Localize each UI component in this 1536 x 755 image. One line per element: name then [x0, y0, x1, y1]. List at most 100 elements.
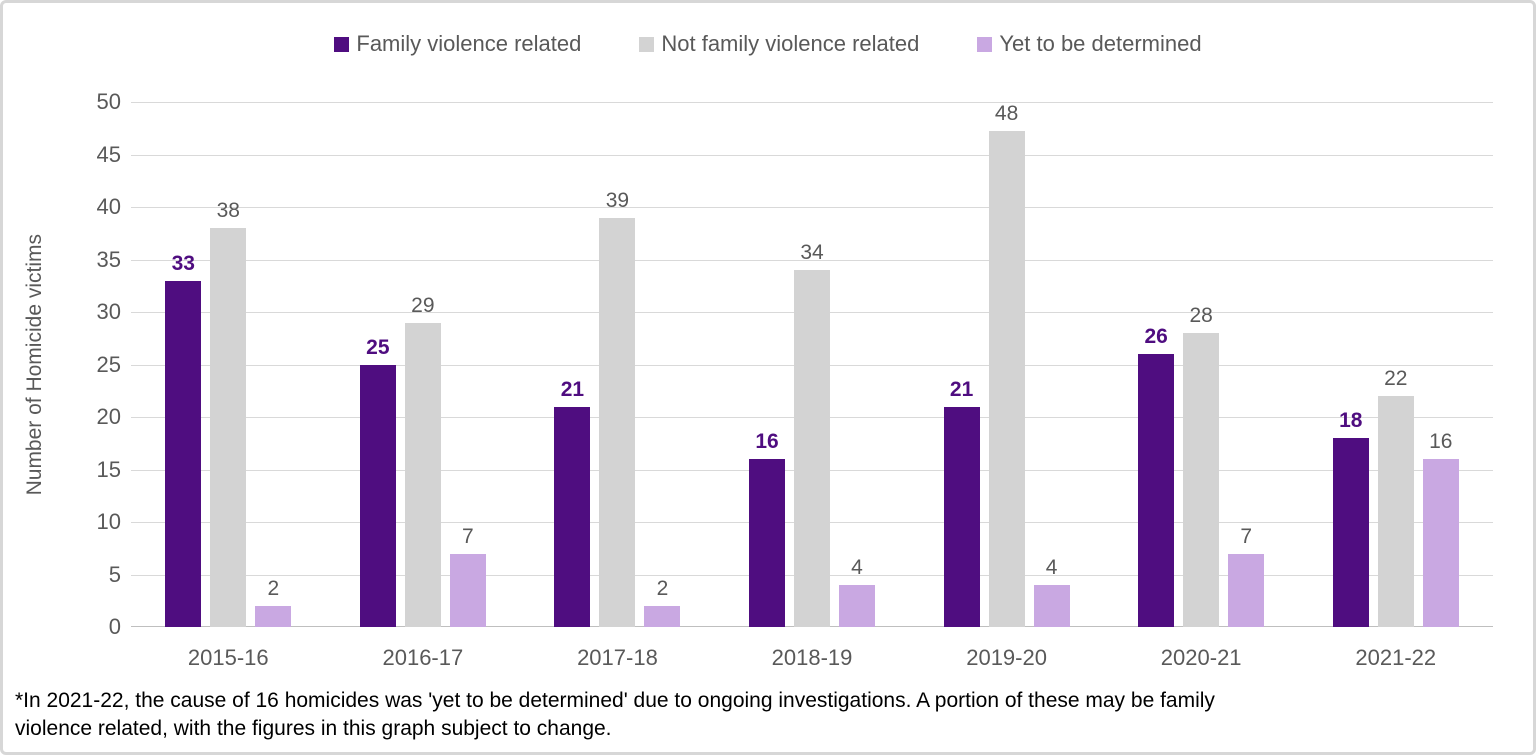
bar-value-label: 7	[1240, 524, 1253, 548]
y-tick-label: 0	[108, 614, 121, 639]
bar-column: 22	[1377, 102, 1414, 627]
bar-value-label: 38	[216, 199, 240, 222]
bar	[1377, 396, 1414, 627]
bar-column: 33	[165, 102, 202, 627]
bar-column: 7	[1228, 102, 1265, 627]
bar	[599, 217, 636, 627]
bar	[749, 459, 786, 627]
bar-group-2020-21: 26 28 7	[1104, 102, 1299, 627]
bar-value-label: 18	[1339, 409, 1363, 432]
y-tick-label: 5	[108, 561, 121, 587]
bar	[554, 406, 591, 627]
bar-column: 18	[1332, 102, 1369, 627]
x-axis-labels: 2015-16 2016-17 2017-18 2018-19 2019-20 2020-…	[131, 645, 1493, 671]
chart-legend: Family violence related Not family violen…	[3, 31, 1533, 57]
bar-group-2021-22: 18 22 16	[1298, 102, 1493, 627]
bar-group-2015-16: 33 38 2	[131, 102, 326, 627]
bar-value-label: 2	[267, 577, 280, 600]
bar-value-label: 4	[851, 556, 863, 579]
y-axis-title-box: Number of Homicide victims	[13, 102, 57, 627]
bar	[943, 406, 980, 627]
plot-area: 33 38 2 25 29 7 21 39 2 16 34 4 21 48 4 26 28 7 18 22 16	[131, 102, 1493, 627]
bar-value-label: 16	[755, 430, 779, 453]
bar-groups: 33 38 2 25 29 7 21 39 2 16 34 4 21 48 4 26 28 7 18 22 16	[131, 102, 1493, 627]
gridline	[131, 207, 1493, 208]
bar-value-label: 34	[800, 241, 824, 264]
bar-column: 16	[1422, 102, 1459, 627]
bar	[1422, 459, 1459, 627]
bar-column: 25	[359, 102, 396, 627]
x-axis-category-label: 2020-21	[1160, 645, 1242, 670]
y-tick-label: 25	[96, 351, 121, 377]
bar-value-label: 16	[1429, 430, 1453, 453]
bar	[1332, 438, 1369, 627]
bar	[988, 131, 1025, 627]
bar	[359, 364, 396, 627]
y-tick-label: 40	[96, 194, 121, 219]
bar-value-label: 21	[560, 377, 585, 401]
y-tick-label: 35	[96, 246, 121, 272]
x-axis-category-label: 2015-16	[187, 645, 269, 670]
bar-value-label: 7	[462, 524, 474, 548]
bar-column: 29	[404, 102, 441, 627]
bar-group-2018-19: 16 34 4	[715, 102, 910, 627]
y-tick-label: 20	[96, 404, 121, 429]
bar	[255, 606, 292, 627]
bar-group-2016-17: 25 29 7	[326, 102, 521, 627]
gridline	[131, 154, 1493, 156]
bar-value-label: 28	[1189, 304, 1213, 327]
bar	[165, 280, 202, 627]
bar-column: 4	[1033, 102, 1070, 627]
bar-value-label: 39	[605, 188, 630, 212]
bar-column: 7	[449, 102, 486, 627]
legend-item: Family violence related	[334, 31, 581, 57]
bar	[839, 585, 876, 627]
x-axis-category-label: 2021-22	[1355, 645, 1437, 670]
bar-column: 28	[1183, 102, 1220, 627]
x-axis-category-label: 2016-17	[382, 645, 464, 670]
bar	[404, 322, 441, 627]
bar	[1183, 333, 1220, 627]
legend-swatch-icon	[977, 36, 993, 52]
bar	[210, 228, 247, 627]
chart-footnote: *In 2021-22, the cause of 16 homicides w…	[15, 689, 1215, 740]
x-axis-category-label: 2018-19	[771, 645, 853, 670]
bar-group-2019-20: 21 48 4	[909, 102, 1104, 627]
bar-column: 21	[943, 102, 980, 627]
bar-column: 16	[749, 102, 786, 627]
bar-group-2017-18: 21 39 2	[520, 102, 715, 627]
x-axis-category-label: 2017-18	[577, 645, 658, 670]
y-tick-label: 45	[96, 141, 121, 167]
bar	[1228, 553, 1265, 627]
legend-swatch-icon	[639, 36, 655, 52]
bar-value-label: 25	[366, 335, 390, 359]
gridline	[131, 259, 1493, 261]
bar-column: 4	[839, 102, 876, 627]
y-tick-label: 50	[96, 89, 121, 114]
bar-value-label: 21	[949, 377, 974, 401]
bar-value-label: 22	[1384, 367, 1408, 390]
y-tick-label: 10	[96, 509, 121, 534]
bar-value-label: 48	[994, 102, 1019, 125]
bar-column: 48	[988, 102, 1025, 627]
bar	[644, 606, 681, 627]
legend-item: Not family violence related	[639, 31, 919, 57]
bar	[794, 270, 831, 627]
bar-column: 38	[210, 102, 247, 627]
bar-value-label: 33	[171, 251, 195, 275]
y-tick-label: 15	[96, 456, 121, 482]
legend-item: Yet to be determined	[977, 31, 1202, 57]
bar-value-label: 4	[1045, 556, 1058, 579]
bar-value-label: 26	[1144, 325, 1168, 348]
bar	[1033, 585, 1070, 627]
legend-label: Yet to be determined	[999, 31, 1202, 56]
legend-swatch-icon	[334, 36, 350, 52]
bar-value-label: 2	[656, 577, 669, 600]
bar-value-label: 29	[411, 293, 435, 317]
gridline	[131, 102, 1493, 103]
y-tick-label: 30	[96, 299, 121, 324]
x-axis-category-label: 2019-20	[966, 645, 1047, 670]
bar-column: 2	[644, 102, 681, 627]
y-axis-title: Number of Homicide victims	[23, 233, 46, 496]
